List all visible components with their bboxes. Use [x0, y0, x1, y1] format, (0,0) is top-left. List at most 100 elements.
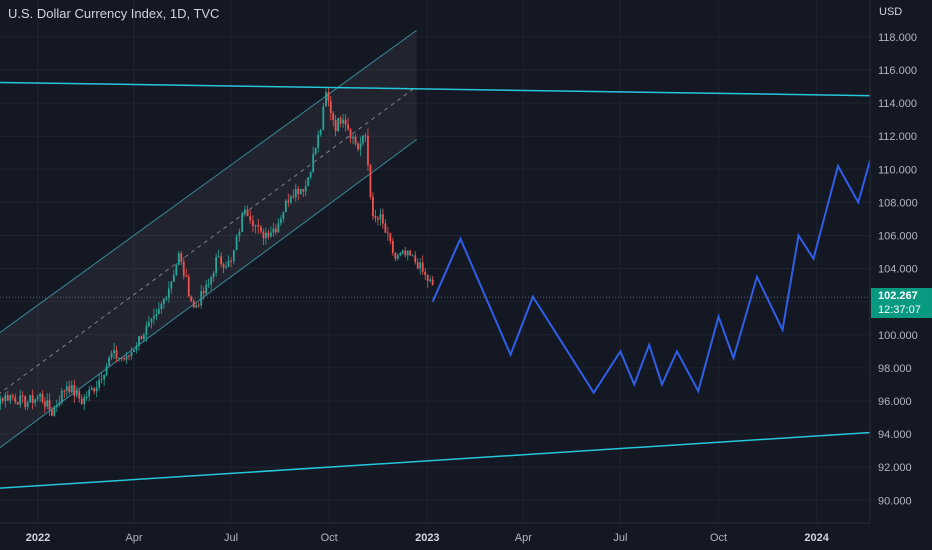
- y-tick-label: 104.000: [878, 264, 918, 276]
- candle-body: [381, 214, 384, 224]
- candle-body: [85, 396, 88, 398]
- candle-body: [53, 407, 56, 416]
- candle-body: [337, 117, 339, 132]
- candle-body: [118, 357, 120, 359]
- candle-body: [244, 209, 246, 214]
- candle-body: [377, 218, 379, 220]
- candle-body: [404, 250, 407, 256]
- candle-body: [46, 400, 49, 407]
- y-tick-label: 118.000: [878, 32, 917, 44]
- candle-body: [93, 388, 96, 392]
- upper-trendline: [0, 81, 924, 98]
- y-tick-label: 94.000: [878, 429, 912, 441]
- candle-body: [63, 390, 66, 392]
- candle-body: [277, 223, 280, 233]
- x-tick-label: Oct: [321, 532, 338, 544]
- y-tick-label: 116.000: [878, 65, 917, 77]
- candle-body: [9, 395, 12, 401]
- candle-body: [429, 279, 432, 281]
- candle-body: [279, 218, 282, 224]
- candle-body: [344, 119, 347, 125]
- candle-body: [325, 92, 327, 107]
- candle-body: [222, 264, 225, 268]
- candle-body: [39, 394, 42, 397]
- x-tick-label: Apr: [125, 532, 142, 544]
- candle-body: [175, 264, 178, 276]
- candle-body: [105, 365, 108, 375]
- candle-body: [113, 350, 115, 353]
- candle-body: [185, 275, 188, 277]
- candle-body: [274, 228, 277, 233]
- candle-body: [157, 309, 160, 315]
- candle-body: [342, 119, 344, 124]
- candle-body: [138, 336, 140, 347]
- candle-body: [80, 398, 83, 405]
- y-tick-label: 92.000: [878, 462, 912, 474]
- candle-body: [160, 303, 163, 310]
- candle-body: [172, 275, 175, 282]
- candle-body: [205, 284, 208, 294]
- candle-body: [411, 255, 414, 257]
- candle-body: [297, 188, 300, 194]
- candle-body: [299, 189, 302, 194]
- candle-body: [115, 350, 118, 359]
- candle-body: [68, 386, 71, 393]
- y-tick-label: 90.000: [878, 495, 912, 507]
- candle-body: [4, 395, 7, 401]
- price-axis-background: [870, 0, 932, 550]
- candle-body: [347, 124, 349, 130]
- candle-body: [227, 260, 230, 267]
- candle-body: [212, 272, 215, 278]
- candle-body: [334, 120, 337, 132]
- chart-title[interactable]: U.S. Dollar Currency Index, 1D, TVC: [8, 6, 220, 21]
- candle-body: [319, 129, 322, 135]
- candle-body: [314, 147, 317, 154]
- x-tick-label: 2023: [415, 532, 439, 544]
- candle-body: [207, 284, 210, 286]
- candle-body: [187, 276, 190, 297]
- candle-body: [379, 214, 382, 220]
- candle-body: [210, 277, 213, 285]
- candle-body: [31, 395, 34, 403]
- candle-body: [6, 395, 9, 401]
- candle-body: [162, 298, 165, 304]
- candle-body: [352, 136, 354, 139]
- candle-body: [170, 281, 173, 289]
- candle-body: [232, 250, 235, 262]
- candle-body: [19, 395, 22, 405]
- drawings[interactable]: [0, 81, 924, 492]
- candle-body: [165, 298, 168, 300]
- candle-body: [426, 275, 429, 281]
- y-tick-label: 114.000: [878, 98, 917, 110]
- candle-body: [257, 225, 260, 227]
- candle-body: [34, 399, 37, 403]
- candle-body: [367, 135, 369, 166]
- channel-lower-line: [0, 139, 417, 449]
- candle-body: [322, 106, 325, 130]
- candle-body: [0, 398, 2, 404]
- candle-body: [195, 305, 198, 308]
- candle-body: [416, 262, 419, 269]
- y-tick-label: 100.000: [878, 330, 918, 342]
- candle-body: [235, 236, 238, 251]
- candle-body: [252, 220, 254, 227]
- candle-body: [75, 391, 78, 396]
- candle-body: [302, 189, 305, 192]
- current-price-tag: 102.267 12:37:07: [871, 288, 932, 318]
- channel-fill: [0, 30, 417, 448]
- bar-countdown: 12:37:07: [878, 304, 921, 316]
- candle-body: [394, 253, 397, 259]
- x-tick-label: 2024: [804, 532, 829, 544]
- candle-body: [254, 225, 257, 227]
- parallel-channel[interactable]: [0, 29, 417, 492]
- candle-body: [133, 349, 135, 353]
- candle-body: [401, 250, 404, 254]
- channel-middle-line: [0, 86, 417, 394]
- x-tick-label: Jul: [224, 532, 238, 544]
- candle-body: [103, 374, 106, 380]
- candle-body: [246, 209, 249, 217]
- current-price-value: 102.267: [878, 290, 918, 302]
- candle-body: [396, 255, 399, 259]
- candle-body: [145, 326, 148, 335]
